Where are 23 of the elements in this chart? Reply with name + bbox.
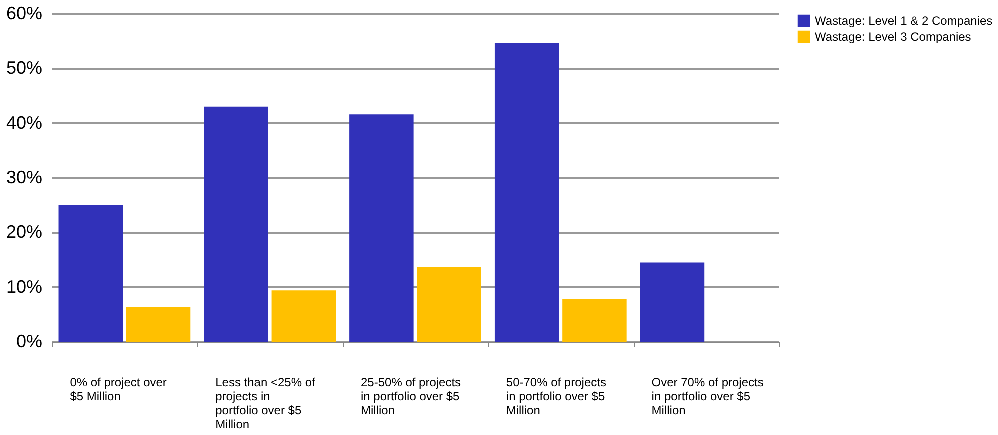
x-tick-label: 50-70% of projects in portfolio over $5 Million [506, 376, 606, 418]
y-tick-label: 10% [6, 276, 42, 297]
x-tick-label: 25-50% of projects in portfolio over $5 Million [361, 376, 462, 418]
bar [417, 267, 482, 342]
y-tick-label: 40% [6, 112, 42, 133]
y-tick-label: 60% [6, 4, 42, 24]
y-tick-label: 30% [6, 168, 42, 188]
legend-label: Wastage: Level 1 & 2 Companies [815, 14, 993, 28]
bar [204, 106, 268, 342]
bar [58, 205, 124, 342]
bar [350, 114, 414, 342]
x-tick-label: 0% of project over $5 Million [70, 376, 167, 404]
bar [272, 290, 336, 342]
x-tick-label: Over 70% of projects in portfolio over $5 Million [652, 376, 764, 418]
y-tick-label: 20% [6, 222, 42, 242]
bar [494, 44, 560, 342]
bar [126, 308, 191, 342]
bar [640, 262, 705, 342]
y-tick-label: 0% [16, 332, 42, 352]
bar [562, 299, 627, 342]
y-tick-label: 50% [6, 58, 42, 78]
x-tick-label: Less than <25% of projects in portfolio over $5 Million [216, 376, 316, 432]
legend-label: Wastage: Level 3 Companies [815, 30, 972, 44]
